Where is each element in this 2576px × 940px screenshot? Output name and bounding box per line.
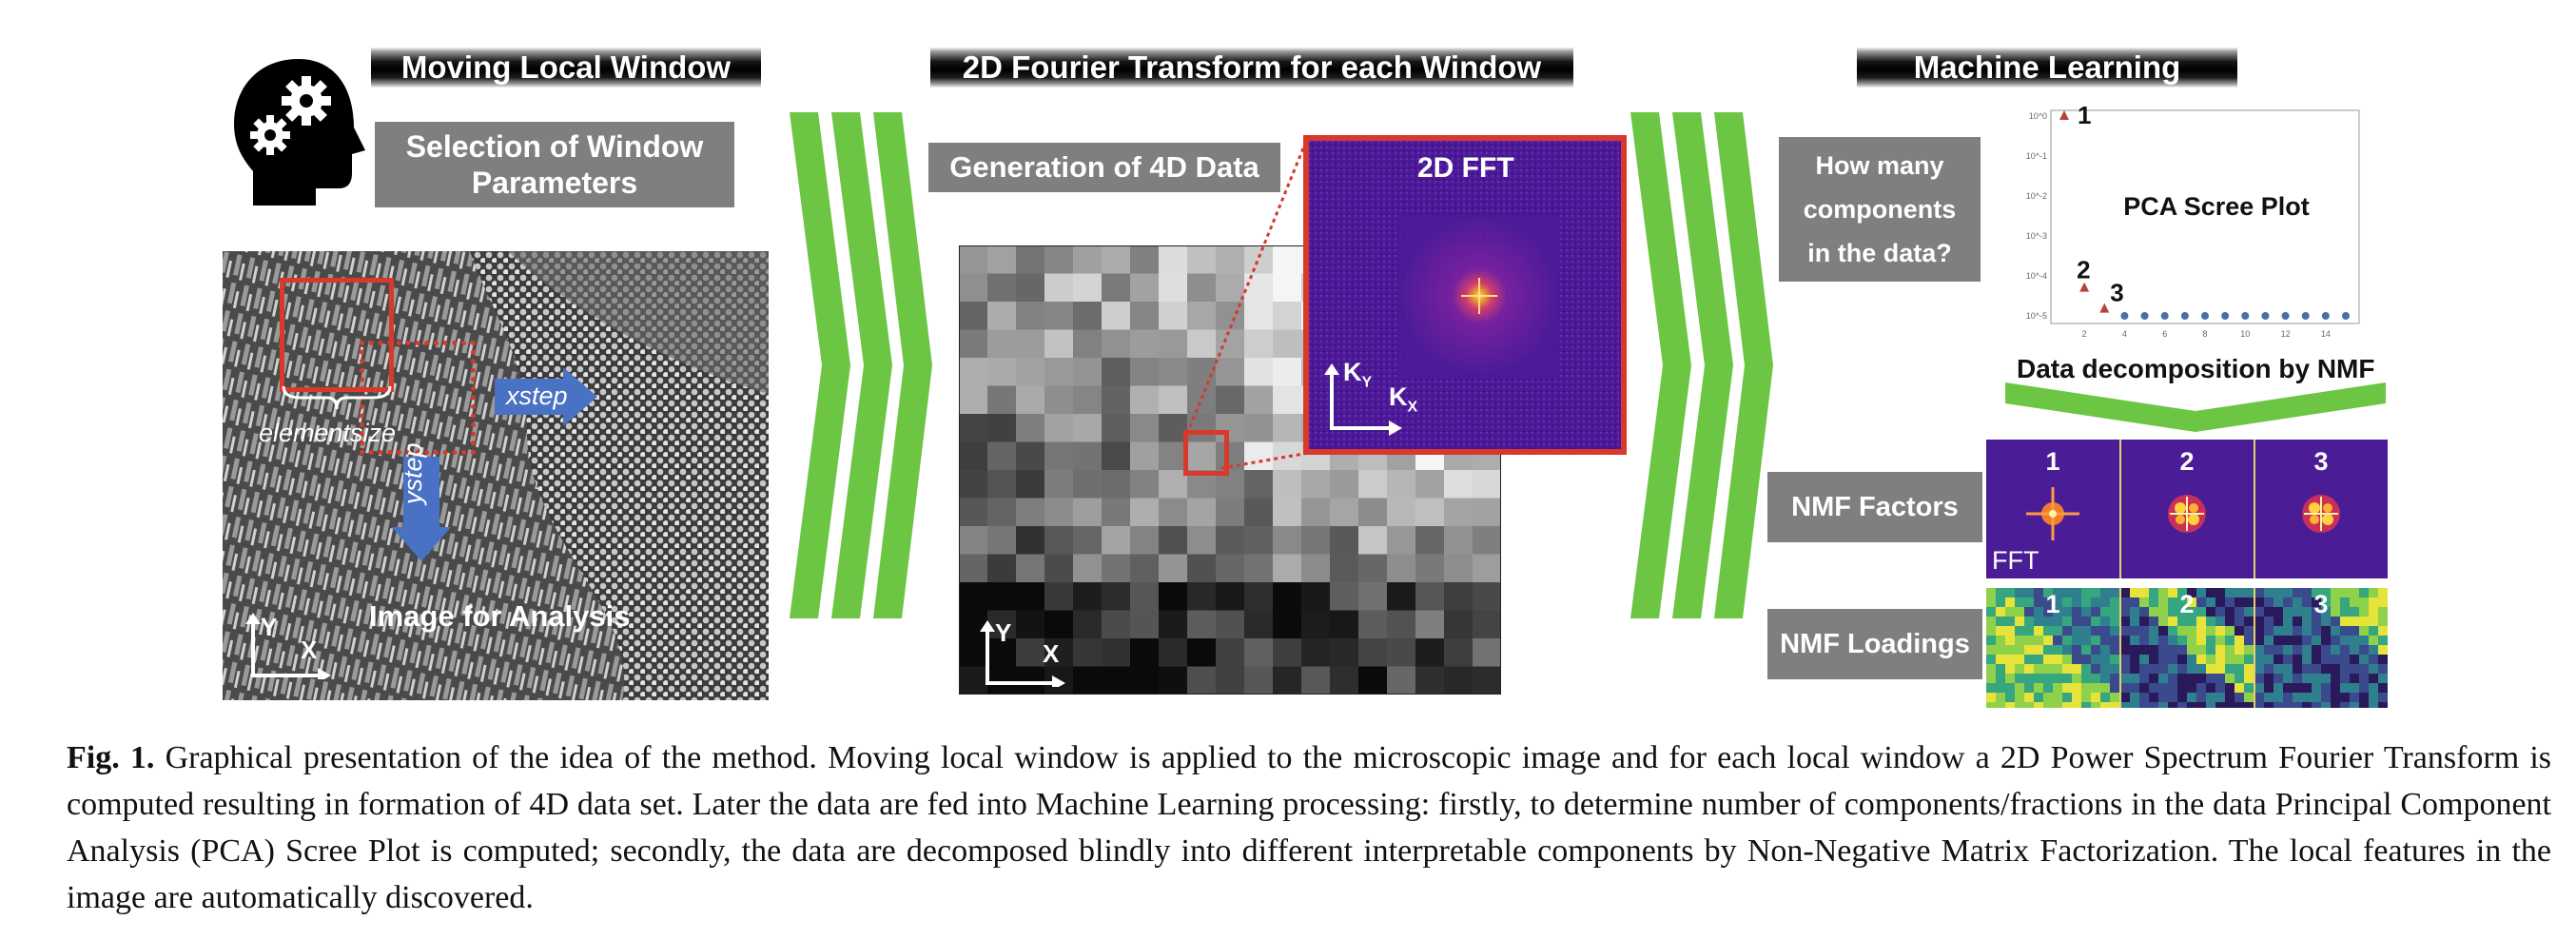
scree-point <box>2281 312 2290 320</box>
nmf-factor-number: 1 <box>2045 447 2059 476</box>
scree-point <box>2140 312 2149 320</box>
scree-y-tick: 10^-5 <box>2026 311 2047 321</box>
scree-point-highlight <box>2099 303 2110 313</box>
image-for-analysis-label: Image for Analysis <box>369 599 631 633</box>
scree-point-highlight <box>2059 110 2069 120</box>
microscopy-image <box>223 251 769 700</box>
figure-caption: Fig. 1. Graphical presentation of the id… <box>67 734 2551 921</box>
scree-point <box>2221 312 2230 320</box>
kx-label: KX <box>1389 382 1418 416</box>
ystep-arrow-icon <box>392 457 451 561</box>
elementsize-brace-icon <box>282 385 392 410</box>
ky-label: KY <box>1343 358 1373 391</box>
header-machine-learning: Machine Learning <box>1857 48 2237 88</box>
scree-point <box>2180 312 2189 320</box>
nmf-loadings-box: NMF Loadings <box>1767 609 1982 679</box>
scree-point <box>2342 312 2350 320</box>
scree-point-label: 2 <box>2077 256 2090 284</box>
scree-plot-frame <box>2050 109 2360 324</box>
selection-parameters-box: Selection of Window Parameters <box>375 122 734 207</box>
nmf-loading-number: 3 <box>2313 590 2328 618</box>
fft-title: 2D FFT <box>1417 152 1514 184</box>
scree-point <box>2301 312 2310 320</box>
green-chevron-arrows-1 <box>790 112 932 618</box>
nmf-factors-panel: 1 2 3 <box>1986 440 2388 578</box>
axis-x-label: X <box>301 636 318 664</box>
header-moving-window: Moving Local Window <box>371 48 761 88</box>
xstep-arrow-icon <box>495 367 597 426</box>
scree-title: PCA Scree Plot <box>2123 192 2310 221</box>
axis-y-label: Y <box>261 613 278 641</box>
header-fourier-transform: 2D Fourier Transform for each Window <box>930 48 1573 88</box>
scree-x-tick: 14 <box>2321 329 2331 339</box>
head-gears-icon <box>234 59 365 206</box>
scree-point <box>2321 312 2330 320</box>
generation-4d-label: Generation of 4D Data <box>928 143 1280 192</box>
nmf-loadings-panel: 1 2 3 <box>1986 588 2388 708</box>
nmf-loading-number: 2 <box>2179 590 2194 618</box>
ystep-label: ystep <box>399 442 427 504</box>
nmf-factors-box: NMF Factors <box>1767 472 1982 542</box>
scree-point <box>2160 312 2169 320</box>
scree-y-tick: 10^-2 <box>2026 191 2047 201</box>
scree-y-tick: 10^0 <box>2029 111 2047 121</box>
scree-point <box>2120 312 2129 320</box>
scree-x-tick: 4 <box>2122 329 2127 339</box>
scree-point-label: 1 <box>2078 101 2091 129</box>
zoom-projection-lines <box>1185 138 1310 470</box>
components-question-box: How many components in the data? <box>1779 137 1981 282</box>
elementsize-label: elementsize <box>259 419 397 447</box>
scree-x-tick: 2 <box>2082 329 2087 339</box>
nmf-factor-number: 3 <box>2313 447 2328 476</box>
scree-y-tick: 10^-4 <box>2026 271 2047 281</box>
axis-y-label-2: Y <box>995 618 1012 647</box>
decomposition-chevron-icon <box>2005 382 2386 432</box>
scree-point <box>2241 312 2250 320</box>
xstep-label: xstep <box>506 382 568 410</box>
scree-x-tick: 6 <box>2162 329 2167 339</box>
scree-point-label: 3 <box>2110 279 2123 307</box>
scree-point <box>2201 312 2209 320</box>
pca-scree-plot: 10^010^-110^-210^-310^-410^-52 4 6 8 10 12 141… <box>2017 99 2369 341</box>
nmf-factor-number: 2 <box>2179 447 2194 476</box>
nmf-loading-number: 1 <box>2045 590 2059 618</box>
fft-tag: FFT <box>1992 546 2039 575</box>
scree-x-tick: 12 <box>2281 329 2291 339</box>
fft-panel <box>1303 135 1627 455</box>
xy-axes-icon-2 <box>980 620 1065 687</box>
green-chevron-arrows-2 <box>1630 112 1773 618</box>
local-window-box <box>280 278 394 392</box>
scree-x-tick: 8 <box>2202 329 2207 339</box>
xy-axes-icon <box>245 613 331 679</box>
scree-x-tick: 10 <box>2240 329 2250 339</box>
scree-point-highlight <box>2079 282 2090 292</box>
scree-y-tick: 10^-3 <box>2026 231 2047 241</box>
caption-label: Fig. 1. <box>67 740 155 775</box>
selected-pixel-window <box>1183 430 1229 476</box>
scree-y-tick: 10^-1 <box>2026 151 2047 161</box>
caption-text: Graphical presentation of the idea of th… <box>67 740 2551 915</box>
scree-point <box>2261 312 2270 320</box>
decomposition-label: Data decomposition by NMF <box>2017 354 2375 383</box>
axis-x-label-2: X <box>1043 639 1060 668</box>
